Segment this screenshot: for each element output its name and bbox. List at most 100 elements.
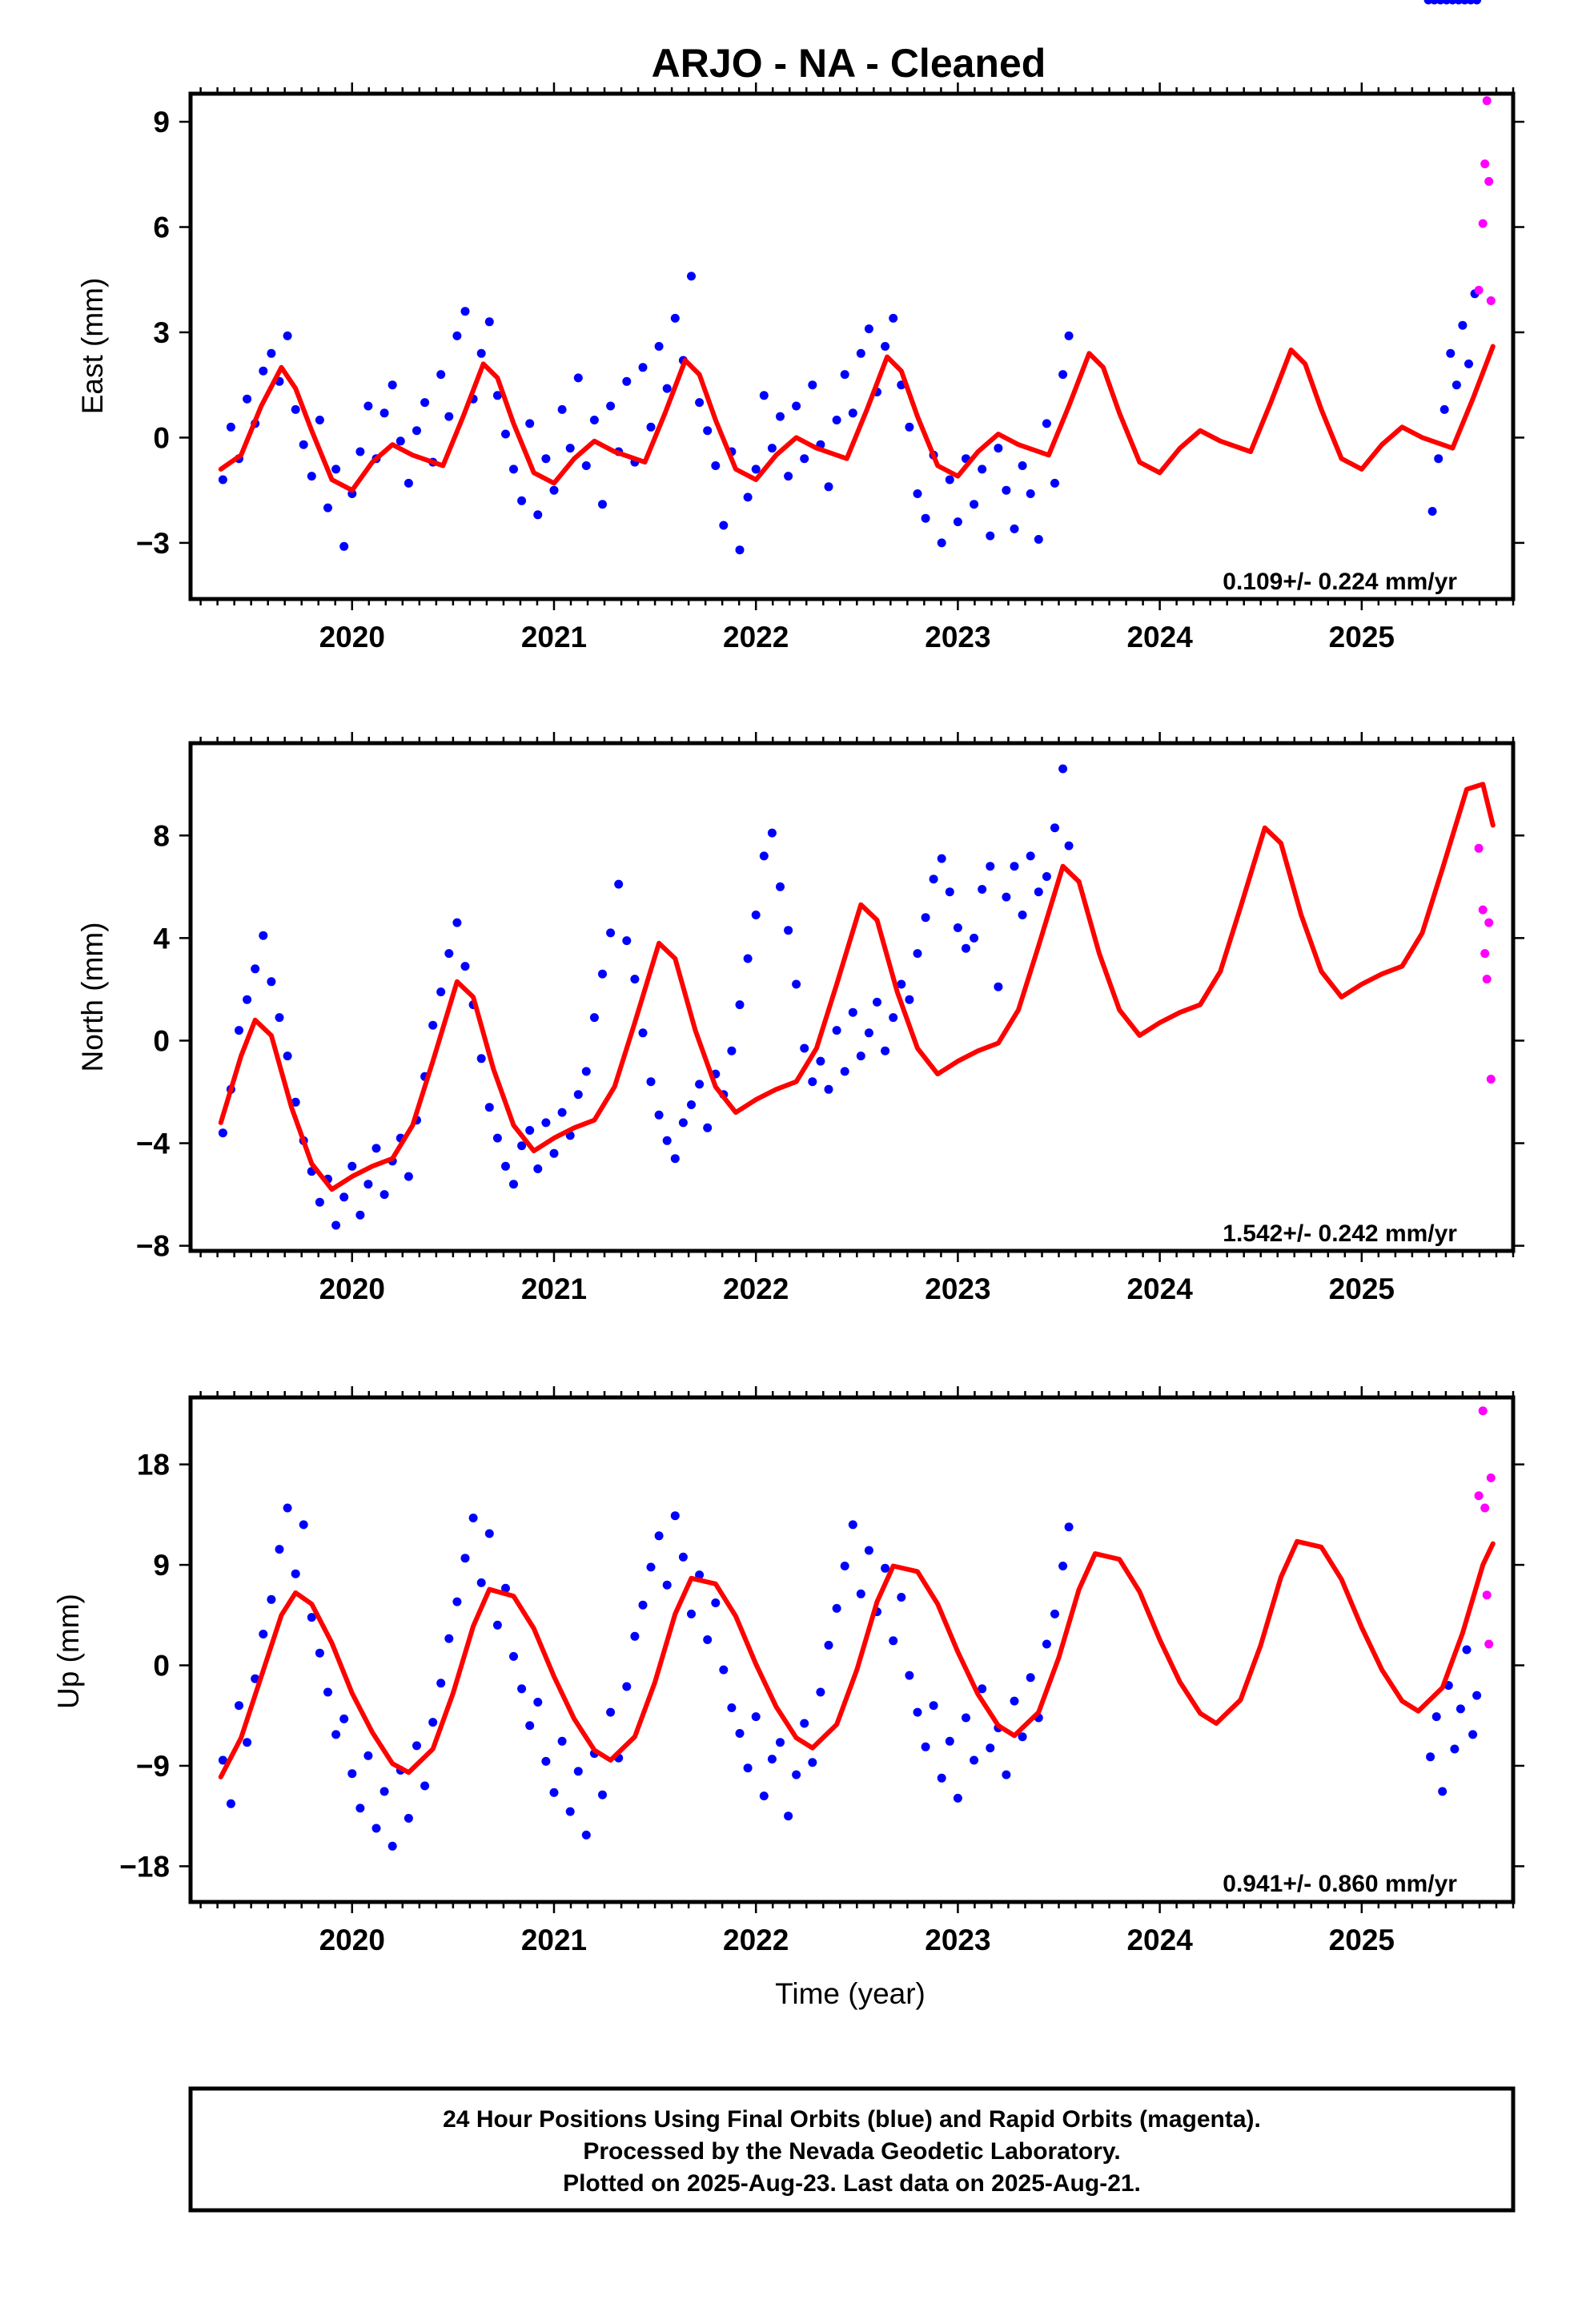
east-final-point [339, 541, 349, 551]
north-rate-label: 1.542+/- 0.242 mm/yr [1223, 1220, 1457, 1247]
north-final-point [824, 1084, 833, 1094]
east-final-point [687, 271, 696, 281]
north-rapid-point [1484, 918, 1494, 927]
east-final-point [283, 331, 292, 340]
north-final-point [873, 997, 881, 1007]
up-final-point [962, 1713, 970, 1723]
north-final-point [913, 949, 922, 959]
east-final-point [387, 380, 397, 390]
east-final-point [856, 348, 865, 358]
up-rapid-point [1486, 1473, 1496, 1482]
east-plot-area: 2020 2021 2022 2023 2024 2025 −3 0 3 6 9 [136, 82, 1524, 653]
north-final-point [662, 1136, 672, 1145]
up-final-point [218, 1755, 227, 1765]
east-panel: 2020 2021 2022 2023 2024 2025 −3 0 3 6 9 East (mm)… [76, 82, 1524, 653]
up-final-point [800, 1719, 809, 1728]
up-final-point [695, 1570, 705, 1580]
east-y-tick-label: 0 [153, 421, 170, 454]
up-final-point [420, 1781, 430, 1791]
north-final-point [517, 1141, 527, 1151]
east-final-point [533, 510, 543, 520]
north-final-point [1034, 887, 1043, 897]
up-final-point [412, 1741, 421, 1751]
north-panel: 2020 2021 2022 2023 2024 2025 −8 −4 0 4 8 North (m… [76, 0, 1524, 1305]
east-final-point [840, 370, 849, 380]
north-final-point [1042, 872, 1051, 881]
east-final-point [759, 391, 769, 400]
footer-line-3: Plotted on 2025-Aug-23. Last data on 202… [563, 2170, 1141, 2197]
north-final-point [347, 1161, 357, 1171]
up-final-point [970, 1755, 979, 1765]
up-final-point [1010, 1696, 1019, 1706]
north-final-point [573, 1090, 583, 1100]
up-final-point [331, 1730, 341, 1739]
up-final-point [824, 1640, 833, 1650]
up-x-tick-label: 2022 [723, 1924, 789, 1956]
north-final-point [881, 1046, 890, 1055]
north-final-point [501, 1161, 510, 1171]
up-final-point [501, 1583, 510, 1593]
up-x-tick-label: 2024 [1126, 1924, 1193, 1956]
north-final-point [695, 1080, 705, 1089]
east-final-point [800, 454, 809, 464]
north-frame [188, 741, 1516, 1253]
north-final-point [945, 887, 954, 897]
east-final-point [1446, 348, 1456, 358]
up-final-point [291, 1569, 300, 1578]
up-rapid-point [1478, 1406, 1488, 1416]
up-final-point [678, 1552, 688, 1562]
east-final-point [921, 513, 930, 523]
north-y-tick-label: −8 [136, 1230, 170, 1263]
up-final-point [598, 1790, 607, 1799]
up-y-tick-label: 0 [153, 1650, 170, 1683]
north-final-point [235, 1026, 243, 1035]
east-rate-label: 0.109+/- 0.224 mm/yr [1223, 569, 1457, 595]
north-final-point [687, 1100, 696, 1109]
east-final-point [824, 482, 833, 492]
north-rapid-point [1474, 843, 1484, 853]
east-final-point [670, 313, 680, 323]
north-final-point [1064, 841, 1074, 850]
up-final-point [533, 1698, 543, 1707]
north-final-point [452, 918, 462, 927]
north-final-point [581, 1067, 591, 1076]
east-final-point [484, 317, 494, 327]
north-rapid-point [1486, 1075, 1496, 1084]
east-final-point [501, 429, 510, 439]
east-final-point [953, 517, 962, 527]
east-final-point [1026, 489, 1035, 498]
x-axis-label: Time (year) [775, 1977, 926, 2010]
east-x-tick-label: 2023 [925, 621, 990, 653]
up-final-point [404, 1814, 413, 1823]
up-final-point [606, 1707, 616, 1717]
east-final-point [379, 408, 389, 418]
east-final-point [517, 496, 527, 505]
east-x-tick-label: 2022 [723, 621, 789, 653]
up-final-point [1002, 1770, 1011, 1779]
north-final-point [533, 1164, 543, 1173]
north-x-tick-label: 2022 [723, 1273, 789, 1305]
east-final-point [226, 422, 235, 432]
east-final-point [905, 422, 914, 432]
up-final-point [355, 1803, 365, 1813]
north-y-tick-label: 4 [153, 922, 170, 955]
north-final-point [792, 979, 801, 989]
north-final-point [363, 1180, 373, 1189]
up-final-point [226, 1799, 235, 1808]
east-final-point [743, 493, 753, 502]
east-rapid-point [1478, 219, 1488, 228]
east-final-point [412, 426, 421, 436]
east-x-tick-label: 2025 [1329, 621, 1395, 653]
east-final-point [1018, 461, 1027, 470]
north-final-point [921, 913, 930, 923]
north-rapid-point [1478, 905, 1488, 915]
up-model-curve [218, 1538, 1496, 1779]
up-final-point [881, 1563, 890, 1573]
east-final-point [476, 348, 486, 358]
east-final-point [776, 412, 785, 421]
north-final-point [331, 1220, 341, 1230]
up-final-point [371, 1823, 381, 1833]
footer-border [188, 2086, 1516, 2213]
east-final-point [751, 464, 761, 474]
north-final-point [727, 1046, 737, 1055]
